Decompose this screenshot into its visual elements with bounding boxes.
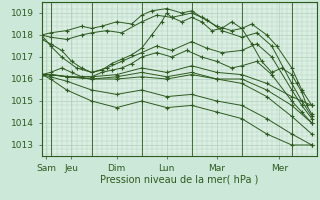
- X-axis label: Pression niveau de la mer( hPa ): Pression niveau de la mer( hPa ): [100, 174, 258, 184]
